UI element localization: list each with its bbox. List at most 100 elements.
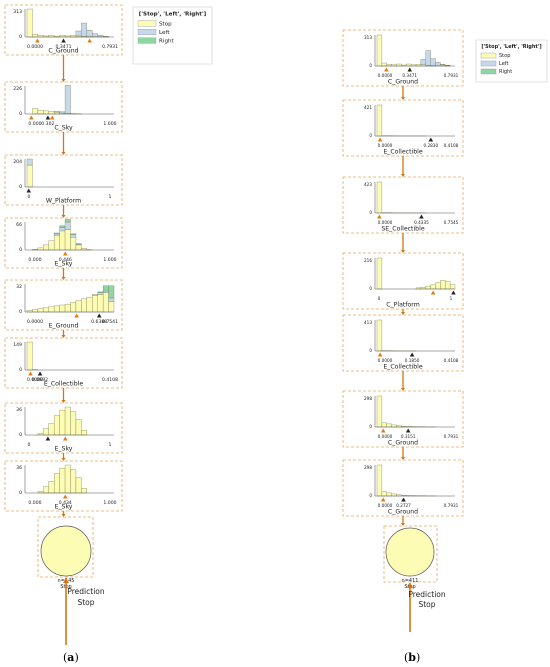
split-marker-orange — [380, 428, 386, 433]
histogram-bar-right — [108, 285, 115, 299]
feature-label: C_Ground — [388, 509, 418, 516]
y-max-label: 66 — [16, 222, 22, 228]
x-tick-label: 0.7931 — [102, 44, 118, 50]
edge-arrowhead — [61, 400, 66, 403]
x-tick-label: 0.7931 — [444, 434, 459, 439]
feature-label: C_Sky — [54, 125, 73, 132]
split-marker-orange — [430, 290, 436, 295]
histogram-bar-stop — [386, 492, 392, 497]
y-zero-label: 0 — [369, 133, 372, 138]
x-tick-label: 0.0000 — [378, 358, 393, 363]
histogram-bar-stop — [26, 341, 33, 371]
tree-node: 423 0 0.0000 0.4335 0.7545 SE_Collectible — [342, 176, 464, 234]
split-marker-black — [407, 67, 413, 72]
y-max-label: 298 — [364, 465, 372, 470]
histogram-bar-stop — [64, 229, 71, 251]
legend-label: Stop — [499, 53, 510, 59]
histogram-bar-left — [81, 22, 87, 37]
histogram-bar-stop — [48, 240, 55, 251]
x-tick-label: 0.3471 — [56, 44, 72, 50]
split-marker-black — [45, 115, 51, 120]
legend-swatch-right — [480, 68, 497, 75]
legend: ['Stop', 'Left', 'Right'] Stop Left Right — [475, 39, 548, 83]
x-tick-label: 0.0000 — [378, 434, 393, 439]
histogram-bar-stop — [420, 287, 426, 290]
histogram-bar-left — [86, 30, 93, 37]
x-tick-label: 0 — [378, 296, 381, 301]
histogram-bar-stop — [64, 303, 71, 313]
feature-label: E_Ground — [49, 323, 79, 330]
histogram-bar-left — [102, 290, 109, 293]
legend-swatch-right — [137, 37, 157, 44]
y-zero-label: 0 — [19, 432, 22, 438]
histogram-bar-left — [420, 59, 426, 65]
histogram-bar-stop — [26, 310, 33, 313]
histogram-bar-stop — [43, 486, 49, 494]
split-marker-black — [96, 313, 102, 318]
histogram-bar-right — [64, 219, 71, 223]
legend-label: Right — [499, 69, 512, 75]
y-zero-label: 0 — [369, 493, 372, 498]
leaf-frame — [37, 516, 94, 578]
legend-swatch-stop — [137, 20, 157, 27]
x-tick-label: 0.000 — [28, 121, 41, 127]
histogram-bar-stop — [81, 430, 87, 436]
legend-title: ['Stop', 'Left', 'Right'] — [481, 44, 541, 50]
split-marker-orange — [377, 214, 382, 219]
legend-label: Stop — [159, 21, 172, 27]
legend-swatch-left — [137, 29, 157, 36]
histogram-bar-stop — [48, 35, 55, 38]
x-tick-label: 1.000 — [103, 500, 116, 506]
histogram-bar-stop — [81, 248, 87, 251]
x-tick-label: 0 — [28, 442, 31, 448]
split-marker-orange — [74, 313, 79, 318]
tree-node: 226 0 0.000 0.302 1.000 C_Sky — [4, 81, 123, 133]
x-tick-label: 0.434 — [59, 500, 72, 506]
split-marker-orange — [35, 38, 40, 43]
legend-label: Right — [159, 39, 175, 45]
histogram-bar-stop — [59, 304, 66, 313]
y-max-label: 313 — [364, 35, 372, 40]
y-zero-label: 0 — [369, 63, 372, 68]
histogram-bar-left — [108, 297, 115, 302]
histogram-bar-stop — [415, 64, 422, 67]
y-zero-label: 0 — [369, 286, 372, 291]
histogram-bar-stop — [26, 164, 33, 188]
y-zero-label: 0 — [19, 490, 22, 496]
prediction-label: Prediction — [408, 590, 446, 599]
y-zero-label: 0 — [19, 247, 22, 253]
feature-label: E_Collectible — [44, 381, 84, 388]
split-marker-black — [26, 188, 32, 193]
histogram-bar-stop — [54, 473, 60, 494]
split-marker-black — [428, 137, 434, 142]
split-marker-black — [409, 352, 415, 357]
x-tick-label: 1.000 — [103, 121, 116, 127]
histogram-bar-stop — [32, 309, 39, 313]
histogram-bar-left — [59, 111, 66, 114]
feature-label: C_Platform — [386, 302, 420, 309]
x-tick-label: 1.000 — [103, 257, 116, 263]
histogram-bar-left — [54, 233, 60, 236]
tree-node: 313 0 0.0000 0.3471 0.7931 C_Ground — [342, 29, 464, 87]
split-marker-orange — [62, 251, 68, 256]
y-zero-label: 0 — [19, 309, 22, 315]
histogram-bar-right — [97, 291, 104, 293]
histogram-bar-right — [59, 225, 66, 228]
legend-frame — [132, 6, 213, 65]
x-tick-label: 1 — [109, 194, 112, 200]
prediction-arrowhead — [407, 583, 413, 588]
x-tick-label: 0.7931 — [444, 73, 459, 78]
histogram-bar-stop — [376, 464, 383, 497]
y-max-label: 32 — [16, 284, 22, 290]
tree-node: 216 0 0 1 C_Platform — [342, 252, 464, 310]
feature-label: W_Platform — [46, 198, 81, 205]
histogram-bar-stop — [59, 467, 66, 494]
y-max-label: 413 — [364, 320, 372, 325]
x-tick-label: 0.4108 — [444, 358, 459, 363]
histogram-bar-stop — [440, 280, 446, 290]
edge-arrowhead — [401, 97, 405, 100]
histogram-bar-stop — [26, 8, 33, 38]
